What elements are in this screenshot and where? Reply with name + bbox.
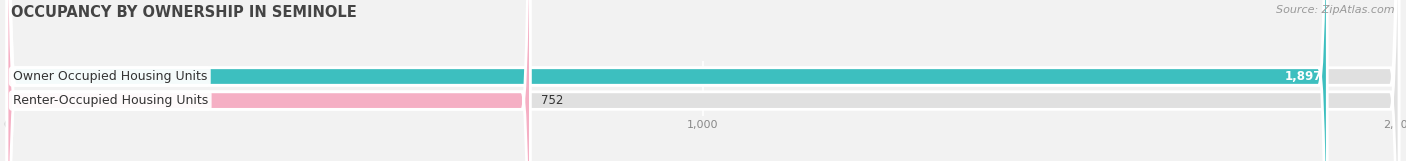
- Text: Owner Occupied Housing Units: Owner Occupied Housing Units: [13, 70, 207, 83]
- Text: Source: ZipAtlas.com: Source: ZipAtlas.com: [1277, 5, 1395, 15]
- FancyBboxPatch shape: [7, 0, 1399, 161]
- Text: OCCUPANCY BY OWNERSHIP IN SEMINOLE: OCCUPANCY BY OWNERSHIP IN SEMINOLE: [11, 5, 357, 20]
- Text: Renter-Occupied Housing Units: Renter-Occupied Housing Units: [13, 94, 208, 107]
- FancyBboxPatch shape: [7, 0, 530, 161]
- FancyBboxPatch shape: [7, 0, 1399, 161]
- FancyBboxPatch shape: [7, 0, 1327, 161]
- Text: 752: 752: [541, 94, 564, 107]
- Text: 1,897: 1,897: [1284, 70, 1322, 83]
